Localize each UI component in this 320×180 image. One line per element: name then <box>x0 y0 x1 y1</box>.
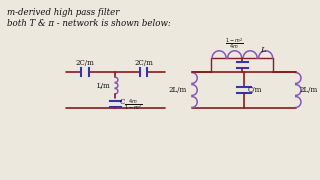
Text: C/m: C/m <box>248 86 262 94</box>
Text: 2C/m: 2C/m <box>76 59 95 67</box>
Text: L/m: L/m <box>97 82 110 89</box>
Text: $\frac{4m}{1-m^2}$: $\frac{4m}{1-m^2}$ <box>124 97 143 112</box>
Text: 2L/m: 2L/m <box>300 86 318 94</box>
Text: L: L <box>260 46 266 54</box>
Text: C: C <box>119 98 124 106</box>
Text: both T & π - network is shown below:: both T & π - network is shown below: <box>7 19 171 28</box>
Text: 2L/m: 2L/m <box>169 86 187 94</box>
Text: 2C/m: 2C/m <box>134 59 153 67</box>
Text: m-derived high pass filter: m-derived high pass filter <box>7 8 119 17</box>
Text: $\frac{1-m^2}{4m}$: $\frac{1-m^2}{4m}$ <box>225 37 244 52</box>
